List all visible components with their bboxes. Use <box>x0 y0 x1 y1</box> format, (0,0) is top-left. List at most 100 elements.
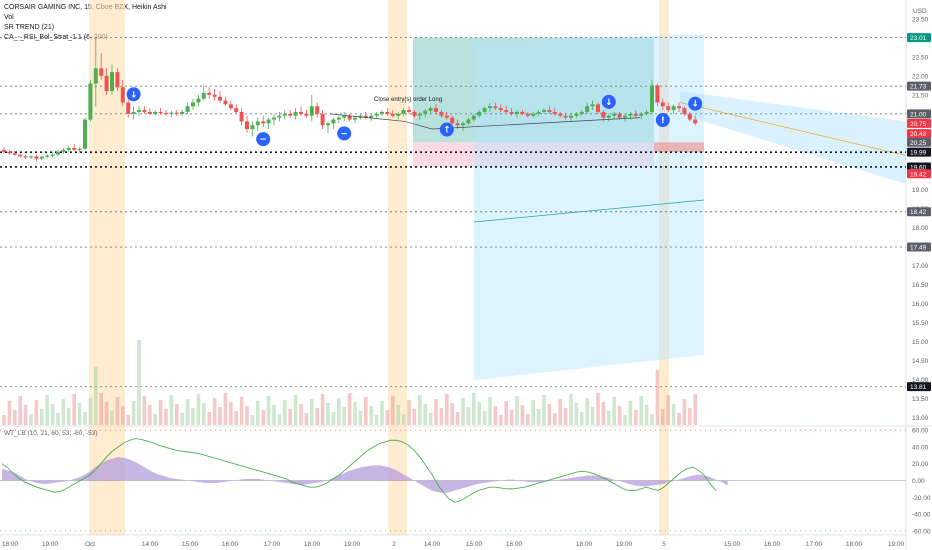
candle-body <box>34 156 39 159</box>
loss-zone <box>413 142 654 167</box>
candle-body <box>569 115 573 118</box>
volume-bar <box>185 399 190 425</box>
volume-bar <box>72 394 76 425</box>
up-arrow-icon: ↑ <box>439 122 454 137</box>
time-tick-label: 17:00 <box>806 541 823 548</box>
price-tag: 20.48 <box>907 129 931 139</box>
candle-body <box>612 113 617 116</box>
price-tag-bg <box>907 129 931 139</box>
time-tick-label: 19:00 <box>42 541 59 548</box>
down-arrow-icon: ↓ <box>688 96 703 111</box>
volume-bar <box>607 411 611 425</box>
candle-body <box>77 148 82 150</box>
price-tick-label: 14.00 <box>912 377 929 384</box>
candle-body <box>407 110 411 112</box>
candle-body <box>255 121 260 126</box>
volume-bar <box>331 412 336 425</box>
volume-bar <box>515 396 519 425</box>
price-tag: 23.01 <box>907 33 931 43</box>
indicator-sr-trend-label[interactable]: SR TREND (21) <box>4 24 55 31</box>
candle-body <box>245 121 249 130</box>
wt-tick-label: -20.00 <box>912 495 931 502</box>
candle-body <box>131 111 136 114</box>
volume-bar <box>358 411 363 425</box>
price-tick-label: 13.50 <box>912 396 929 403</box>
price-tick-label: 15.50 <box>912 320 929 327</box>
volume-bar <box>180 413 184 425</box>
volume-bar <box>369 406 373 425</box>
wt-tick-label: 40.00 <box>912 444 929 451</box>
volume-bar <box>569 394 573 425</box>
volume-bar <box>13 410 17 425</box>
price-tag: 21.00 <box>907 109 931 119</box>
volume-bar <box>45 395 49 425</box>
forecast-cone <box>474 34 704 380</box>
candle-body <box>158 111 163 114</box>
candle-body <box>83 119 87 149</box>
up-arrow-icon-bg <box>439 122 454 137</box>
price-tick-label: 17.00 <box>912 263 929 270</box>
volume-bar <box>261 410 265 425</box>
candle-body <box>401 110 406 114</box>
minus-icon: − <box>256 132 271 147</box>
price-tag-label: 17.49 <box>910 245 927 252</box>
volume-bar <box>207 412 211 425</box>
candle-body <box>590 104 595 107</box>
volume-bar <box>158 400 163 425</box>
candle-body <box>601 111 606 118</box>
volume-bar <box>671 404 676 425</box>
candle-body <box>234 108 239 112</box>
price-tag-label: 13.81 <box>910 384 927 391</box>
volume-bar <box>472 393 476 425</box>
candle-body <box>342 115 347 118</box>
candle-body <box>444 115 449 118</box>
price-tag-label: 21.73 <box>910 84 927 91</box>
candle-body <box>396 113 401 116</box>
price-tag: 21.73 <box>907 81 931 91</box>
volume-bar <box>50 404 55 425</box>
down-arrow-icon-bg <box>601 94 616 109</box>
wt-tick-label: -40.00 <box>912 512 931 519</box>
volume-bar <box>385 410 390 425</box>
candle-body <box>374 113 379 116</box>
indicator-vol-label[interactable]: Vol <box>4 14 14 21</box>
price-tag-label: 20.25 <box>910 140 927 147</box>
candle-body <box>482 108 487 112</box>
minus-icon-glyph: − <box>259 135 267 145</box>
candle-body <box>250 125 255 130</box>
candle-body <box>525 113 530 116</box>
volume-bar <box>40 409 44 425</box>
volume-bar <box>137 340 141 425</box>
candle-body <box>687 113 692 120</box>
minus-icon-bg <box>256 132 271 147</box>
candle-body <box>110 72 114 92</box>
candle-body <box>606 115 611 118</box>
volume-bar <box>423 404 427 425</box>
time-tick-label: 18:00 <box>846 541 863 548</box>
volume-bar <box>418 395 422 425</box>
candle-body <box>369 115 374 118</box>
volume-bar <box>628 401 633 425</box>
candle-body <box>693 119 698 124</box>
price-tag-label: 20.48 <box>910 131 927 138</box>
price-tag-bg <box>907 147 931 157</box>
volume-bar <box>148 405 152 425</box>
candle-body <box>196 98 201 103</box>
price-tag-bg <box>907 382 931 392</box>
volume-bar <box>342 407 346 425</box>
candle-body <box>455 123 460 126</box>
minus-icon-glyph: − <box>340 129 348 139</box>
volume-bar <box>304 413 309 425</box>
candle-body <box>137 110 141 112</box>
candle-body <box>504 110 509 112</box>
candle-body <box>174 112 179 114</box>
candle-body <box>201 92 206 99</box>
candle-body <box>655 85 660 103</box>
volume-bar <box>364 397 368 425</box>
channel-midline <box>679 102 907 156</box>
volume-bar <box>115 397 120 425</box>
volume-bar <box>547 404 552 425</box>
candles <box>2 37 698 162</box>
time-tick-label: 19:00 <box>616 541 633 548</box>
